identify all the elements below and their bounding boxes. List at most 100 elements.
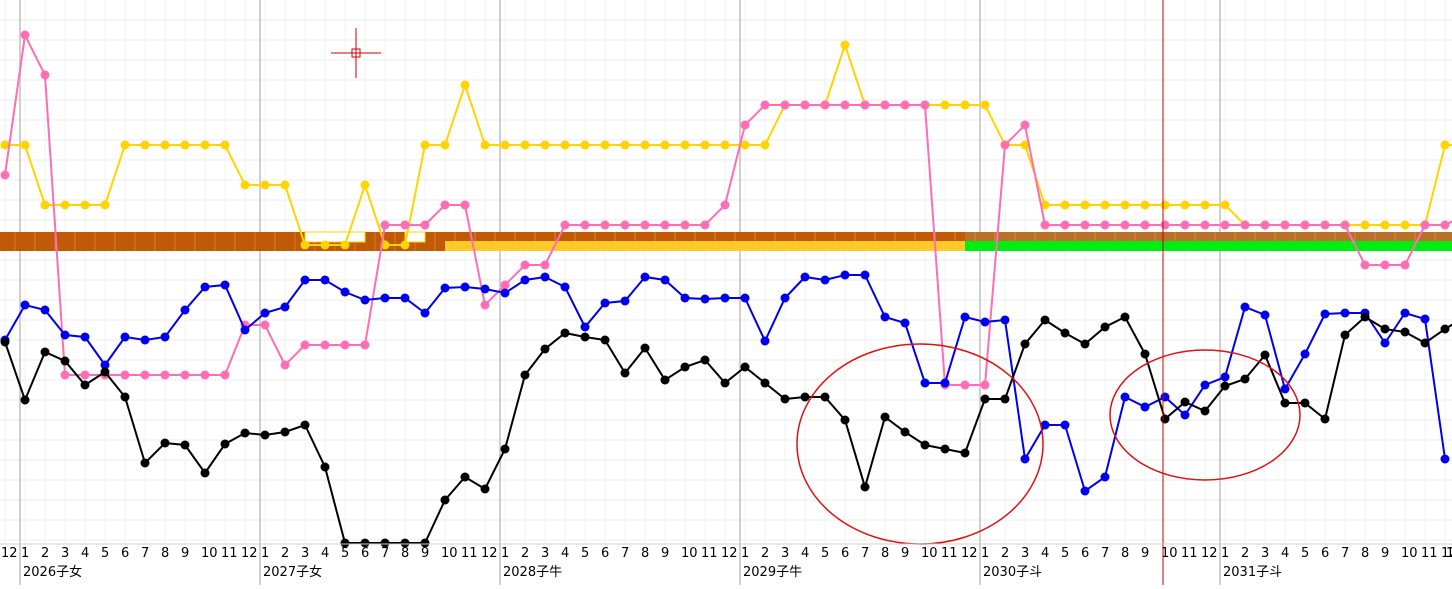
x-tick-label: 12 [961, 546, 978, 561]
data-point [1401, 309, 1410, 318]
data-point [521, 371, 530, 380]
data-point [741, 363, 750, 372]
series-lines [1, 31, 1452, 548]
data-point [601, 221, 610, 230]
data-point [1101, 473, 1110, 482]
x-tick-label: 9 [901, 546, 909, 561]
data-point [921, 379, 930, 388]
data-point [381, 294, 390, 303]
series-line [5, 35, 1452, 385]
data-point [1381, 325, 1390, 334]
data-point [1201, 381, 1210, 390]
x-tick-label: 2 [41, 546, 49, 561]
x-tick-label: 6 [361, 546, 369, 561]
data-point [341, 341, 350, 350]
data-point [61, 371, 70, 380]
x-tick-label: 1 [1446, 546, 1452, 561]
data-point [101, 368, 110, 377]
data-point [501, 141, 510, 150]
data-point [301, 276, 310, 285]
x-tick-label: 5 [1301, 546, 1309, 561]
x-tick-label: 2 [761, 546, 769, 561]
data-point [961, 101, 970, 110]
x-tick-label: 11 [221, 546, 238, 561]
x-tick-label: 6 [841, 546, 849, 561]
data-point [1381, 261, 1390, 270]
data-point [1161, 393, 1170, 402]
data-point [221, 440, 230, 449]
data-point [941, 379, 950, 388]
data-point [581, 221, 590, 230]
data-point [801, 393, 810, 402]
data-point [1421, 221, 1430, 230]
x-tick-label: 5 [341, 546, 349, 561]
data-point [1121, 201, 1130, 210]
x-tick-label: 1 [261, 546, 269, 561]
x-tick-label: 10 [201, 546, 218, 561]
series-0 [1, 41, 1452, 250]
data-point [1141, 403, 1150, 412]
x-tick-label: 9 [661, 546, 669, 561]
data-point [241, 326, 250, 335]
data-point [21, 396, 30, 405]
data-point [1301, 399, 1310, 408]
data-point [881, 313, 890, 322]
data-point [1181, 201, 1190, 210]
data-point [661, 221, 670, 230]
data-point [541, 273, 550, 282]
data-point [261, 181, 270, 190]
data-point [801, 101, 810, 110]
data-point [1401, 221, 1410, 230]
data-point [521, 276, 530, 285]
data-point [321, 241, 330, 250]
x-tick-label: 11 [941, 546, 958, 561]
data-point [661, 276, 670, 285]
data-point [441, 201, 450, 210]
data-point [161, 333, 170, 342]
data-point [241, 429, 250, 438]
data-point [1161, 415, 1170, 424]
data-point [721, 201, 730, 210]
data-point [441, 284, 450, 293]
band-gap [305, 232, 365, 242]
status-band [0, 232, 1452, 251]
data-point [641, 273, 650, 282]
x-tick-label: 10 [441, 546, 458, 561]
data-point [261, 431, 270, 440]
data-point [421, 309, 430, 318]
data-point [521, 141, 530, 150]
data-point [141, 371, 150, 380]
data-point [81, 371, 90, 380]
data-point [701, 141, 710, 150]
x-tick-label: 6 [1081, 546, 1089, 561]
x-tick-label: 9 [181, 546, 189, 561]
data-point [1321, 415, 1330, 424]
data-point [741, 294, 750, 303]
data-point [1221, 221, 1230, 230]
x-tick-label: 10 [1401, 546, 1418, 561]
data-point [861, 271, 870, 280]
data-point [1341, 309, 1350, 318]
data-point [41, 71, 50, 80]
data-point [1181, 398, 1190, 407]
x-tick-label: 11 [701, 546, 718, 561]
data-point [1341, 331, 1350, 340]
band-segment [965, 232, 1452, 241]
data-point [1441, 455, 1450, 464]
data-point [841, 271, 850, 280]
data-point [561, 141, 570, 150]
x-tick-label: 4 [1041, 546, 1049, 561]
x-tick-label: 8 [1361, 546, 1369, 561]
data-point [481, 485, 490, 494]
data-point [81, 201, 90, 210]
data-point [1361, 221, 1370, 230]
data-point [381, 221, 390, 230]
data-point [961, 449, 970, 458]
data-point [1421, 339, 1430, 348]
data-point [61, 201, 70, 210]
data-point [281, 303, 290, 312]
data-point [321, 276, 330, 285]
data-point [1141, 201, 1150, 210]
